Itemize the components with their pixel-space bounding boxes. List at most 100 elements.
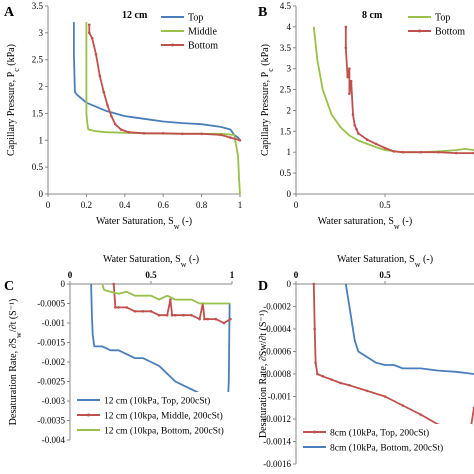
y-axis-label: Desaturation Rate, ∂Sw/∂t (S⁻¹) — [8, 299, 23, 426]
data-point — [102, 90, 105, 94]
legend-marker — [87, 413, 90, 417]
y-tick-label: 4 — [287, 22, 292, 32]
data-point — [222, 321, 226, 325]
x-axis-label: Water saturation, Sw (-) — [318, 216, 412, 231]
y-tick-label: -0.0025 — [37, 377, 65, 387]
chart-panel-a: A 0 0.5 1 1.5 2 2.5 3 3.5 0 0.2 0.4 0.6 0.8 1 Water Sat… — [4, 1, 242, 231]
data-point — [348, 383, 351, 387]
series-line-3 — [88, 24, 241, 142]
data-point — [110, 114, 113, 118]
y-tick-label: 3.5 — [32, 1, 44, 11]
y-tick-label: -0.001 — [268, 392, 291, 402]
data-point — [312, 282, 316, 286]
data-point — [169, 298, 172, 301]
y-tick-label: 3.5 — [280, 43, 292, 53]
data-point — [383, 395, 387, 398]
data-point — [383, 146, 387, 150]
x-tick-label: 0 — [46, 200, 51, 210]
data-point — [346, 75, 349, 79]
data-point — [198, 317, 201, 321]
data-point — [348, 92, 351, 96]
legend: Top Middle Bottom — [158, 9, 238, 53]
y-tick-label: 3 — [39, 28, 44, 38]
y-tick-label: 1 — [39, 135, 44, 145]
y-tick-label: -0.0015 — [37, 338, 65, 348]
data-point — [419, 413, 422, 416]
data-point — [316, 372, 319, 376]
x-tick-label: 0 — [294, 270, 299, 280]
y-axis-label: Desaturation Rate, ∂Sw/∂t (S⁻¹) — [258, 310, 269, 438]
legend-box — [74, 392, 244, 440]
chart-panel-d: D 0 -0.0002 -0.0004 -0.0006 -0.0008 -0.001 -0.0… — [258, 254, 474, 469]
y-tick-label: 2.5 — [280, 85, 292, 95]
data-point — [229, 136, 232, 139]
series-line-1 — [312, 26, 474, 154]
x-axis-label: Water Saturation, Sw (-) — [337, 254, 433, 269]
y-axis-label: Capillary Pressure, Pc (kPa) — [6, 44, 21, 156]
legend-marker — [418, 29, 421, 33]
data-point — [170, 313, 174, 317]
x-tick-label: 0 — [294, 200, 299, 210]
y-tick-label: -0.0008 — [263, 369, 291, 379]
series-line-1 — [312, 283, 474, 443]
data-point — [313, 327, 316, 331]
legend-box — [405, 9, 473, 39]
y-tick-label: 0 — [287, 189, 292, 199]
y-tick-label: 0 — [61, 279, 66, 289]
data-point — [349, 79, 353, 83]
data-point — [149, 310, 153, 313]
legend-label: 8cm (10kPa, Bottom, 200cSt) — [330, 443, 443, 454]
y-axis-label: Capillary Pressure, Pc (kPa) — [260, 44, 275, 156]
series-line-2 — [344, 26, 474, 155]
data-point — [206, 317, 209, 321]
data-point — [98, 74, 102, 78]
data-point — [419, 150, 422, 154]
y-tick-label: -0.0002 — [263, 302, 291, 312]
data-point — [357, 132, 360, 135]
data-point — [401, 150, 405, 154]
chart-panel-b: B 0 0.5 1 1.5 2 2.5 3 3.5 4 4.5 0 0.5 Water saturatio… — [258, 1, 474, 231]
legend-label: Bottom — [435, 27, 465, 38]
data-point — [125, 306, 128, 309]
legend: Top Bottom — [405, 9, 473, 39]
series-line-3 — [101, 283, 231, 305]
data-point — [344, 25, 348, 29]
x-axis-label: Water Saturation, Sw (-) — [103, 254, 199, 269]
legend-label: Top — [188, 13, 203, 24]
y-tick-label: -0.0004 — [263, 324, 291, 334]
legend: 8cm (10kPa, Top, 200cSt) 8cm (10kPa, Bott… — [300, 424, 472, 462]
x-tick-label: 0 — [68, 270, 73, 280]
x-tick-label: 0.2 — [81, 200, 92, 210]
data-point — [454, 151, 458, 155]
y-tick-label: 2 — [287, 105, 292, 115]
panel-letter: A — [4, 5, 15, 20]
x-tick-label: 1 — [230, 270, 235, 280]
data-point — [94, 53, 98, 56]
data-point — [161, 132, 165, 135]
data-point — [437, 150, 440, 154]
legend-label: 12 cm (10kPa, Top, 200cSt) — [104, 396, 210, 407]
y-tick-label: -0.004 — [42, 435, 66, 445]
data-point — [181, 132, 184, 136]
data-point — [314, 361, 317, 365]
legend-label: 8cm (10kPa, Top, 200cSt) — [330, 428, 429, 439]
data-point — [351, 113, 355, 116]
data-point — [112, 282, 116, 286]
data-point — [182, 313, 185, 317]
data-point — [401, 404, 405, 407]
x-tick-label: 0.4 — [119, 200, 131, 210]
data-point — [344, 46, 348, 50]
legend-label: Top — [435, 13, 450, 24]
y-tick-label: -0.0016 — [263, 459, 291, 469]
data-point — [127, 130, 130, 134]
chart-panel-c: C 0 -0.0005 -0.001 -0.0015 -0.002 -0.0025 -0.00… — [4, 254, 244, 445]
y-tick-label: 0.5 — [280, 168, 292, 178]
data-point — [200, 132, 203, 136]
x-tick-label: 1 — [238, 200, 243, 210]
x-tick-label: 0.5 — [145, 270, 157, 280]
legend-marker — [171, 43, 174, 47]
y-tick-label: 2.5 — [32, 55, 44, 65]
y-tick-label: 3 — [287, 64, 292, 74]
data-point — [174, 313, 177, 317]
